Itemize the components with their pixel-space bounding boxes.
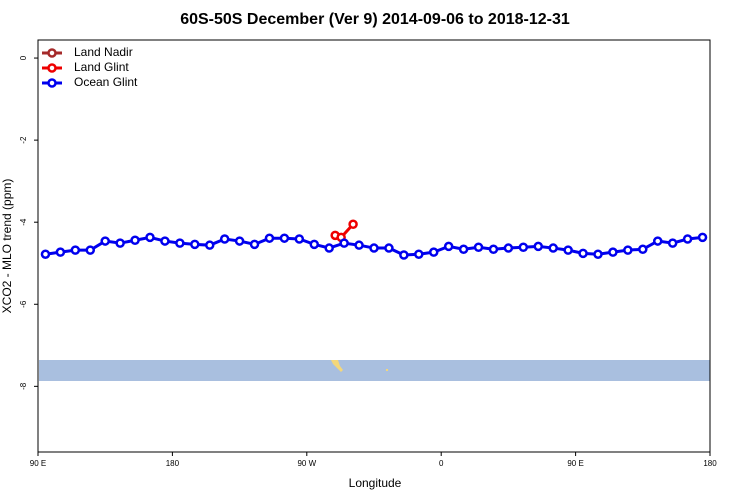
data-point [667,238,678,248]
data-point [369,243,379,253]
data-point [473,242,484,252]
x-axis-label: Longitude [349,476,402,490]
land-patch [331,360,343,372]
data-point [160,236,170,246]
legend-marker [47,78,57,88]
data-point [458,244,469,255]
data-point [563,245,573,255]
data-point [354,240,364,250]
map-strip [39,360,710,381]
data-point [518,242,529,252]
data-point [593,249,603,259]
data-point [324,243,334,253]
data-point [348,219,358,230]
data-point [115,238,125,248]
y-tick-label: -4 [19,218,28,226]
data-point [339,238,349,248]
data-point [279,233,290,243]
y-axis-label: XCO2 - MLO trend (ppm) [0,179,14,314]
y-tick-label: 0 [19,55,28,60]
data-point [294,234,305,244]
y-tick-label: -8 [19,382,28,390]
x-tick-label: 180 [703,459,717,468]
x-tick-label: 180 [166,459,180,468]
x-tick-label: 90 E [567,459,583,468]
land-patch [386,369,388,371]
legend-label: Ocean Glint [74,75,138,89]
data-point [249,239,260,250]
legend-marker [47,63,57,73]
legend-label: Land Glint [74,60,129,74]
y-tick-label: -2 [19,136,28,144]
data-point [130,235,140,246]
data-point [682,234,693,244]
x-tick-label: 0 [439,459,444,468]
data-point [488,244,499,255]
data-point [204,240,215,250]
data-point [548,243,558,253]
data-point [503,243,514,253]
data-point [608,247,618,257]
data-point [190,239,200,250]
data-point [533,241,544,252]
data-point [399,250,409,260]
data-point [70,245,81,255]
data-point [638,244,648,255]
legend-marker [47,48,57,58]
data-point [145,232,155,243]
data-point [175,238,185,248]
data-point [264,233,275,243]
data-point [55,247,66,257]
data-point [697,232,708,243]
data-point [85,245,96,255]
data-point [578,248,588,259]
data-point [309,239,320,250]
data-point [443,241,454,252]
data-point [652,236,663,246]
data-point [623,245,633,255]
data-point [234,236,245,246]
data-point [428,247,439,257]
data-point [384,243,394,253]
data-point [100,236,110,246]
data-point [414,249,424,259]
chart-title: 60S-50S December (Ver 9) 2014-09-06 to 2… [180,11,570,28]
legend-label: Land Nadir [74,45,133,59]
data-point [219,234,230,244]
y-tick-label: -6 [19,300,28,308]
x-tick-label: 90 W [297,459,316,468]
x-tick-label: 90 E [30,459,46,468]
plot-frame [37,39,711,453]
data-point [40,249,51,259]
